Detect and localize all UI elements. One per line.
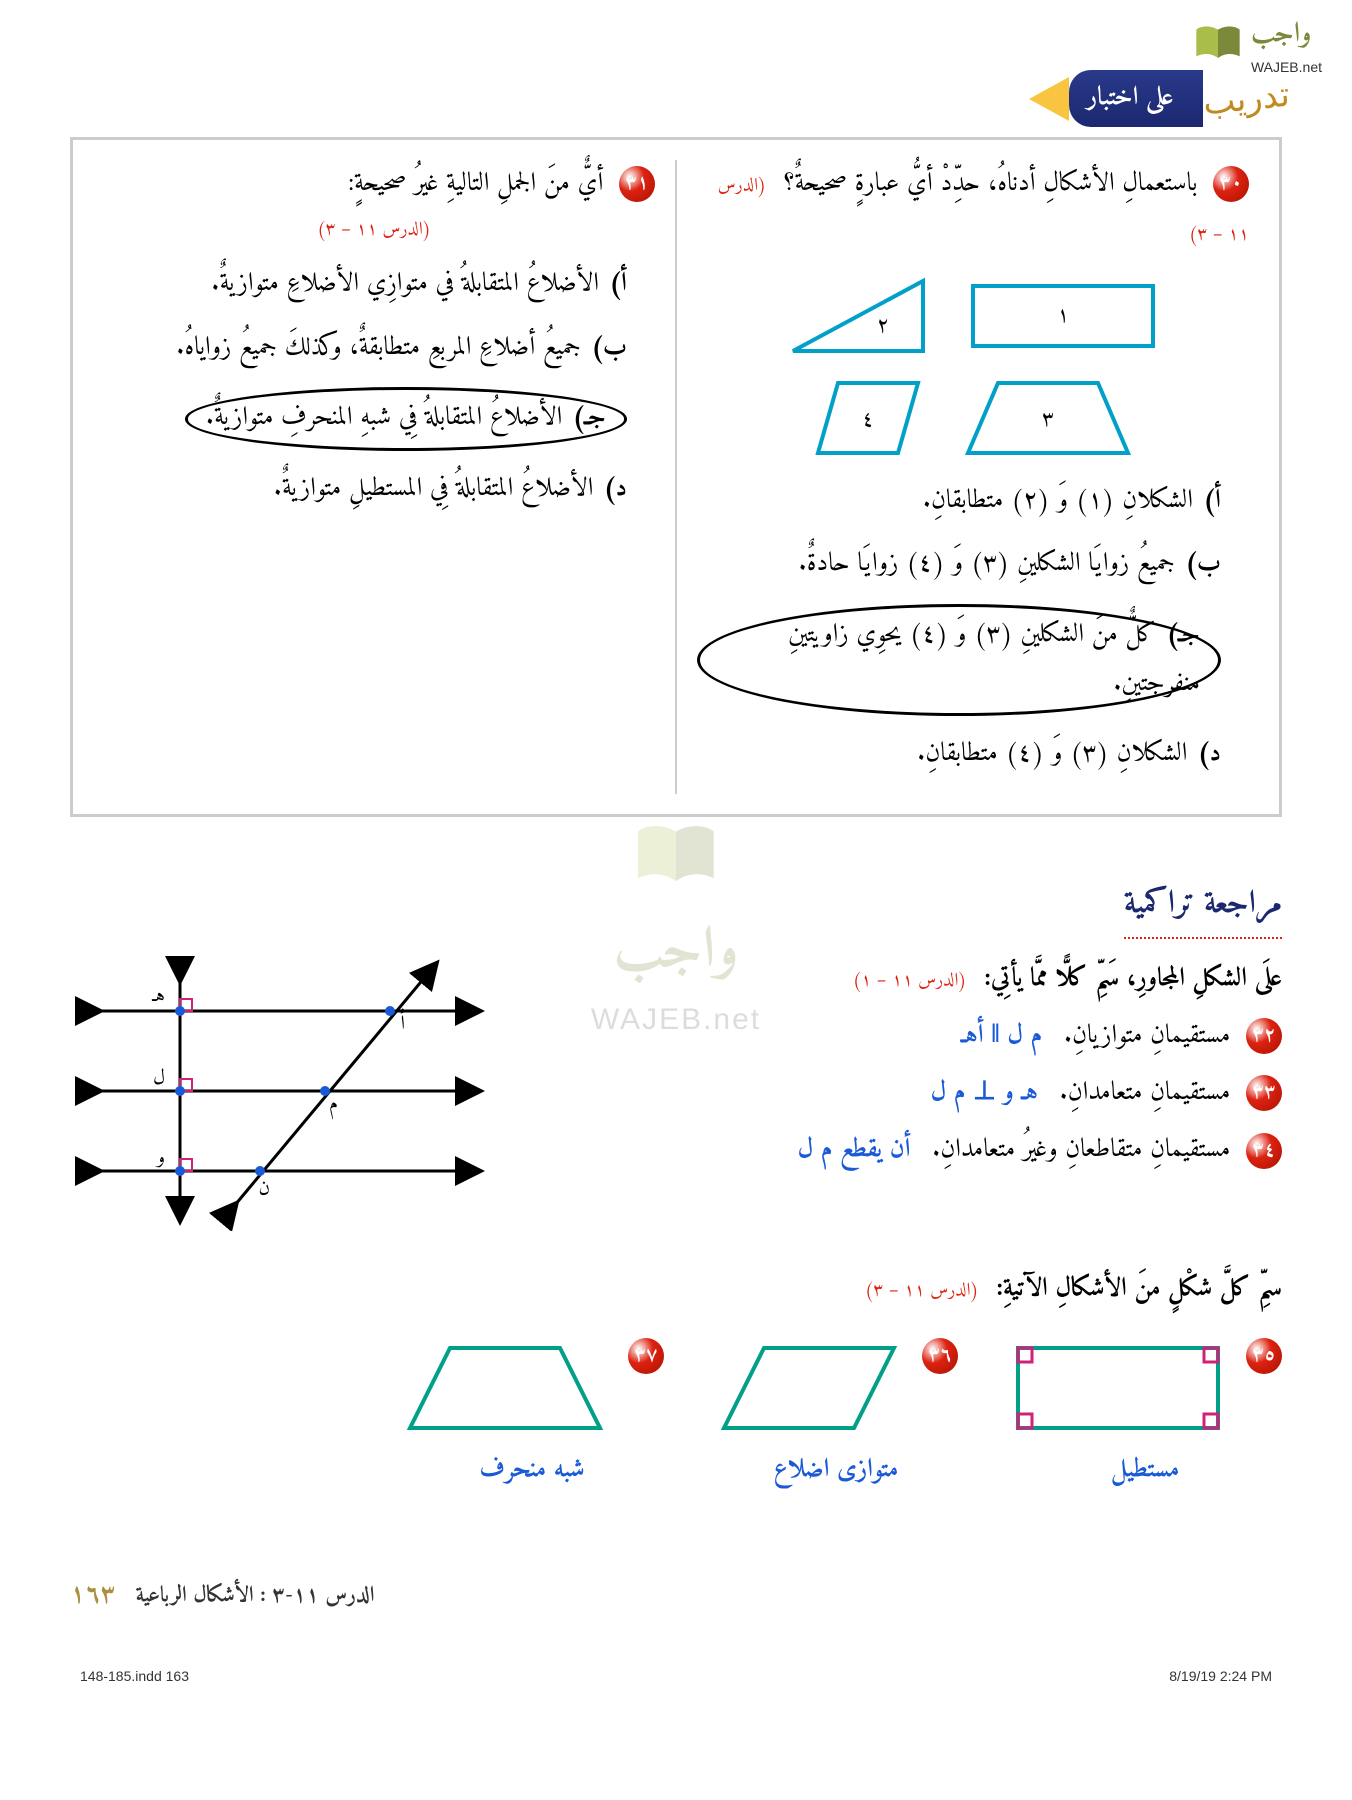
item-33-answer: هـ و ⊥ م ل — [930, 1071, 1037, 1116]
q30-opt-d: د)الشكلانِ (٣) وَ (٤) متطابقانِ. — [697, 730, 1221, 779]
question-31: ٣١ أيٌّ منَ الجملِ التاليةِ غيرُ صحيحةٍ:… — [103, 160, 655, 794]
review-intro: علَى الشكلِ المجاورِ، سَمِّ كلًّا ممَّا … — [530, 951, 1282, 1008]
svg-text:أ: أ — [400, 1007, 405, 1042]
shape-35-rectangle — [1008, 1338, 1228, 1438]
badge-script: تدريب — [1202, 74, 1292, 123]
badge-arrow-icon — [1029, 77, 1069, 121]
badge-label: على اختبار — [1069, 70, 1204, 127]
q31-opt-a: أ)الأضلاعُ المتقابلةُ في متوازِي الأضلاع… — [103, 260, 627, 309]
shapes-naming-row: ٣٥ مستطيل ٣٦ متوازى اضلاع — [70, 1338, 1282, 1493]
shape-4-label: ٤ — [862, 400, 875, 439]
item-33-number: ٣٣ — [1246, 1075, 1282, 1111]
logo-arabic: واجب — [1251, 10, 1311, 59]
q31-opt-b: ب)جميعُ أضلاعِ المربعِ متطابقةٌ، وكذلكَ … — [103, 324, 627, 373]
shape-36-caption: متوازى اضلاع — [774, 1448, 899, 1493]
shape-35-caption: مستطيل — [1111, 1448, 1180, 1493]
q31-text: أيٌّ منَ الجملِ التاليةِ غيرُ صحيحةٍ: — [348, 162, 603, 207]
book-icon — [1193, 23, 1243, 63]
shape-36-number: ٣٦ — [922, 1338, 958, 1374]
review-item-33: ٣٣ مستقيمانِ متعامدانِ. هـ و ⊥ م ل — [530, 1065, 1282, 1122]
review-block-1: علَى الشكلِ المجاورِ، سَمِّ كلًّا ممَّا … — [70, 951, 1282, 1231]
review-text-col: علَى الشكلِ المجاورِ، سَمِّ كلًّا ممَّا … — [530, 951, 1282, 1180]
meta-left: 148-185.indd 163 — [80, 1668, 189, 1684]
shape-37-number: ٣٧ — [628, 1338, 664, 1374]
q31-opt-d: د)الأضلاعُ المتقابلةُ فِي المستطيلِ متوا… — [103, 465, 627, 514]
shape-37: ٣٧ شبه منحرف — [400, 1338, 664, 1493]
shape-3-label: ٣ — [1042, 400, 1055, 439]
shapes-intro: سمِّ كلَّ شكْلٍ منَ الأشكالِ الآتيةِ: (ا… — [70, 1261, 1282, 1318]
q30-shapes: ١ ٢ — [697, 271, 1249, 361]
shape-2-label: ٢ — [877, 306, 890, 345]
item-32-answer: م ل ‖ أهـ — [961, 1014, 1042, 1059]
q30-opt-b: ب)جميعُ زوايَا الشكلينِ (٣) وَ (٤) زوايَ… — [697, 540, 1221, 589]
logo-english: WAJEB.net — [1251, 59, 1322, 75]
svg-text:هـ: هـ — [151, 979, 165, 1014]
page: واجب WAJEB.net تدريب على اختبار ٣٠ باستع… — [0, 0, 1352, 1724]
shape-35-number: ٣٥ — [1246, 1338, 1282, 1374]
shape-1-rectangle: ١ — [963, 276, 1163, 356]
svg-text:م: م — [329, 1087, 338, 1122]
review-item-34: ٣٤ مستقيمانِ متقاطعانِ وغيرُ متعامدانِ. … — [530, 1122, 1282, 1179]
svg-text:ل: ل — [153, 1061, 165, 1096]
meta-right: 8/19/19 2:24 PM — [1169, 1668, 1272, 1684]
footer-lesson: الدرس ١١-٣ : الأشكال الرباعية — [136, 1576, 375, 1615]
logo-text: واجب WAJEB.net — [1251, 10, 1322, 75]
exam-box: ٣٠ باستعمالِ الأشكالِ أدناهُ، حدِّدْ أيُ… — [70, 137, 1282, 817]
shape-3-trapezoid: ٣ — [958, 373, 1138, 463]
svg-text:و: و — [155, 1141, 165, 1176]
item-32-number: ٣٢ — [1246, 1018, 1282, 1054]
q30-shapes-row2: ٣ ٤ — [697, 373, 1249, 463]
column-divider — [675, 160, 677, 794]
q30-stem: ٣٠ باستعمالِ الأشكالِ أدناهُ، حدِّدْ أيُ… — [697, 160, 1249, 259]
q31-correct-answer: جـ)الأضلاعُ المتقابلةُ فِي شبهِ المنحرفِ… — [185, 387, 627, 450]
shape-35: ٣٥ مستطيل — [1008, 1338, 1282, 1493]
item-34-answer: أن يقطع م ل — [798, 1128, 911, 1173]
svg-text:ن: ن — [259, 1172, 270, 1207]
exam-practice-header: تدريب على اختبار — [70, 70, 1282, 127]
q31-stem: ٣١ أيٌّ منَ الجملِ التاليةِ غيرُ صحيحةٍ: — [103, 160, 655, 209]
lines-diagram: هـ أ ل م و ن — [70, 951, 490, 1231]
q31-opt-c: جـ)الأضلاعُ المتقابلةُ فِي شبهِ المنحرفِ… — [103, 387, 627, 450]
page-footer: الدرس ١١-٣ : الأشكال الرباعية ١٦٣ — [70, 1573, 1282, 1618]
shape-36: ٣٦ متوازى اضلاع — [714, 1338, 958, 1493]
q30-number: ٣٠ — [1213, 166, 1249, 202]
question-30: ٣٠ باستعمالِ الأشكالِ أدناهُ، حدِّدْ أيُ… — [697, 160, 1249, 794]
q30-opt-c: جـ)كلٌّ منَ الشكلينِ (٣) وَ (٤) يحوِي زا… — [697, 604, 1221, 717]
shape-37-trapezoid — [400, 1338, 610, 1438]
print-meta: 148-185.indd 163 8/19/19 2:24 PM — [70, 1668, 1282, 1684]
footer-page-number: ١٦٣ — [70, 1573, 116, 1618]
watermark-book-icon — [631, 820, 721, 890]
item-34-number: ٣٤ — [1246, 1133, 1282, 1169]
q31-ref: (الدرس ١١ – ٣) — [103, 215, 645, 246]
shape-36-parallelogram — [714, 1338, 904, 1438]
shape-1-label: ١ — [1057, 296, 1070, 335]
site-logo: واجب WAJEB.net — [1193, 10, 1322, 75]
q31-number: ٣١ — [619, 166, 655, 202]
q30-opt-a: أ)الشكلانِ (١) وَ (٢) متطابقانِ. — [697, 477, 1221, 526]
review-item-32: ٣٢ مستقيمانِ متوازيانِ. م ل ‖ أهـ — [530, 1008, 1282, 1065]
q30-correct-answer: جـ)كلٌّ منَ الشكلينِ (٣) وَ (٤) يحوِي زا… — [697, 604, 1221, 717]
shape-4-parallelogram: ٤ — [808, 373, 928, 463]
q30-text: باستعمالِ الأشكالِ أدناهُ، حدِّدْ أيُّ ع… — [784, 162, 1198, 207]
cumulative-review-title: مراجعة تراكمية — [1124, 877, 1282, 939]
shape-37-caption: شبه منحرف — [479, 1448, 584, 1493]
shape-2-triangle: ٢ — [783, 271, 933, 361]
